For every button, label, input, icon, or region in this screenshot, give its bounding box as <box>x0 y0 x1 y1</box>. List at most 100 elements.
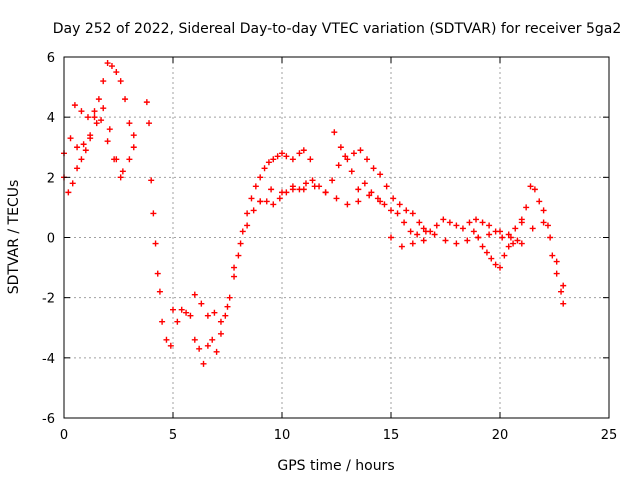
data-point <box>366 192 373 199</box>
data-point <box>257 198 264 205</box>
data-point <box>433 222 440 229</box>
data-point <box>183 309 190 316</box>
data-point <box>191 336 198 343</box>
data-point <box>117 174 124 181</box>
data-point <box>84 114 91 121</box>
data-point <box>257 174 264 181</box>
x-tick-label: 0 <box>60 428 68 443</box>
y-axis-label: SDTVAR / TECUs <box>6 180 22 295</box>
data-point <box>470 228 477 235</box>
data-point <box>350 150 357 157</box>
data-point <box>560 300 567 307</box>
data-point <box>148 177 155 184</box>
data-point <box>248 195 255 202</box>
data-point <box>226 294 233 301</box>
data-point <box>209 336 216 343</box>
data-point <box>394 210 401 217</box>
data-point <box>78 156 85 163</box>
series-track-b <box>61 105 137 175</box>
data-point <box>213 348 220 355</box>
data-point <box>560 282 567 289</box>
data-point <box>80 141 87 148</box>
data-point <box>344 201 351 208</box>
data-point <box>93 120 100 127</box>
data-point <box>409 240 416 247</box>
data-point <box>544 222 551 229</box>
data-point <box>217 330 224 337</box>
data-point <box>108 63 115 70</box>
data-point <box>357 147 364 154</box>
data-point <box>156 288 163 295</box>
data-point <box>388 207 394 214</box>
data-point <box>514 237 521 244</box>
data-point <box>523 204 530 211</box>
series-track-g <box>331 129 429 235</box>
data-point <box>499 234 506 241</box>
data-point <box>244 222 251 229</box>
data-point <box>100 105 107 112</box>
data-point <box>420 237 427 244</box>
data-point <box>553 270 560 277</box>
data-point <box>119 168 126 175</box>
data-point <box>274 153 281 160</box>
data-point <box>276 195 283 202</box>
data-point <box>191 291 198 298</box>
data-point <box>505 243 512 250</box>
data-point <box>289 156 296 163</box>
data-point <box>446 219 453 226</box>
data-point <box>475 234 482 241</box>
data-point <box>100 78 107 85</box>
data-point <box>442 237 449 244</box>
data-point <box>167 342 174 349</box>
data-point <box>510 240 517 247</box>
data-point <box>497 228 503 235</box>
data-point <box>348 168 355 175</box>
data-point <box>329 177 336 184</box>
data-point <box>237 240 244 247</box>
data-point <box>311 183 318 190</box>
data-point <box>488 255 495 262</box>
data-point <box>414 231 421 238</box>
data-point <box>512 225 519 232</box>
data-point <box>283 153 290 160</box>
data-point <box>71 102 78 109</box>
data-point <box>154 270 161 277</box>
data-point <box>333 195 340 202</box>
data-point <box>420 225 427 232</box>
x-tick-label: 25 <box>601 428 618 443</box>
data-point <box>170 306 176 313</box>
data-point <box>507 234 514 241</box>
data-point <box>91 108 98 115</box>
data-point <box>178 306 185 313</box>
data-point <box>466 219 473 226</box>
data-point <box>497 264 503 271</box>
data-point <box>279 150 285 157</box>
data-point <box>335 162 342 169</box>
data-point <box>302 180 309 187</box>
series-track-h <box>470 183 567 307</box>
data-point <box>401 219 408 226</box>
data-point <box>196 345 203 352</box>
y-tick-label: -6 <box>42 412 55 427</box>
data-point <box>204 342 211 349</box>
data-point <box>422 228 429 235</box>
data-point <box>146 120 153 127</box>
data-point <box>296 150 303 157</box>
data-point <box>74 165 81 172</box>
data-point <box>390 195 397 202</box>
data-point <box>69 180 76 187</box>
data-point <box>518 219 525 226</box>
data-point <box>150 210 157 217</box>
data-point <box>130 132 137 139</box>
data-point <box>527 183 534 190</box>
x-axis-label: GPS time / hours <box>277 458 394 474</box>
data-point <box>355 198 362 205</box>
data-point <box>235 252 242 259</box>
data-point <box>98 117 105 124</box>
data-point <box>322 189 329 196</box>
data-point <box>540 207 547 214</box>
data-point <box>453 222 460 229</box>
data-point <box>547 234 554 241</box>
data-point <box>270 156 277 163</box>
